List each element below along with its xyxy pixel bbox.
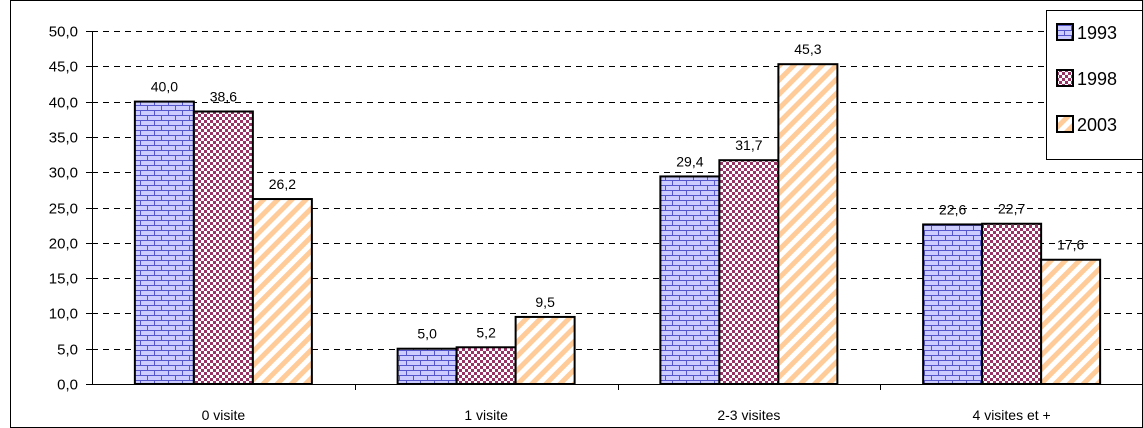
x-tick-label: 1 visite: [464, 407, 508, 423]
y-tick-label: 50,0: [49, 24, 78, 41]
legend-swatch-1993: [1056, 23, 1074, 41]
data-label: 31,7: [735, 137, 762, 153]
legend: 1993 1998 2003: [1046, 10, 1143, 160]
data-label: 9,5: [535, 294, 555, 310]
legend-label: 2003: [1077, 115, 1117, 135]
y-tick-label: 45,0: [49, 59, 78, 76]
data-label: 45,3: [794, 41, 821, 57]
x-tick-label: 2-3 visites: [717, 407, 780, 423]
bar-1993-2: [659, 175, 721, 385]
bar-2003-1: [514, 315, 576, 385]
y-tick-label: 15,0: [49, 271, 78, 288]
y-tick-label: 40,0: [49, 95, 78, 112]
data-labels: 40,0 38,6 26,2 5,0 5,2 9,5 29,4 31,7 45,3 22,6 22,…: [151, 41, 1085, 342]
bar-2003-2: [777, 63, 839, 385]
data-label: 17,6: [1057, 237, 1084, 253]
x-tick-label: 4 visites et +: [973, 407, 1051, 423]
bar-1993-0: [133, 100, 195, 385]
legend-label: 1993: [1077, 23, 1117, 43]
data-label: 38,6: [210, 88, 237, 104]
legend-swatch-2003: [1056, 115, 1074, 133]
bar-1993-3: [922, 223, 984, 385]
bar-2003-3: [1040, 258, 1102, 385]
data-label: 26,2: [269, 176, 296, 192]
bar-1993-1: [396, 347, 458, 386]
y-tick-label: 20,0: [49, 236, 78, 253]
y-tick-label: 35,0: [49, 130, 78, 147]
legend-swatch-1998: [1056, 69, 1074, 87]
data-label: 5,2: [476, 324, 496, 340]
bar-2003-0: [251, 198, 313, 385]
data-label: 40,0: [151, 79, 178, 95]
data-label: 29,4: [676, 153, 703, 169]
y-tick-label: 5,0: [57, 342, 78, 359]
bar-1998-0: [192, 110, 254, 385]
bar-1998-2: [718, 159, 780, 385]
data-label: 5,0: [417, 326, 437, 342]
y-tick-label: 30,0: [49, 165, 78, 182]
bar-1998-3: [981, 222, 1043, 385]
y-tick-label: 25,0: [49, 201, 78, 218]
data-label: 22,7: [998, 201, 1025, 217]
y-tick-label: 0,0: [57, 377, 78, 394]
bars: [133, 63, 1102, 386]
data-label: 22,6: [939, 201, 966, 217]
x-tick-label: 0 visite: [202, 407, 246, 423]
legend-label: 1998: [1077, 69, 1117, 89]
bar-1998-1: [455, 346, 517, 385]
x-axis: 0 visite 1 visite 2-3 visites 4 visites et …: [202, 384, 1051, 423]
y-tick-label: 10,0: [49, 306, 78, 323]
